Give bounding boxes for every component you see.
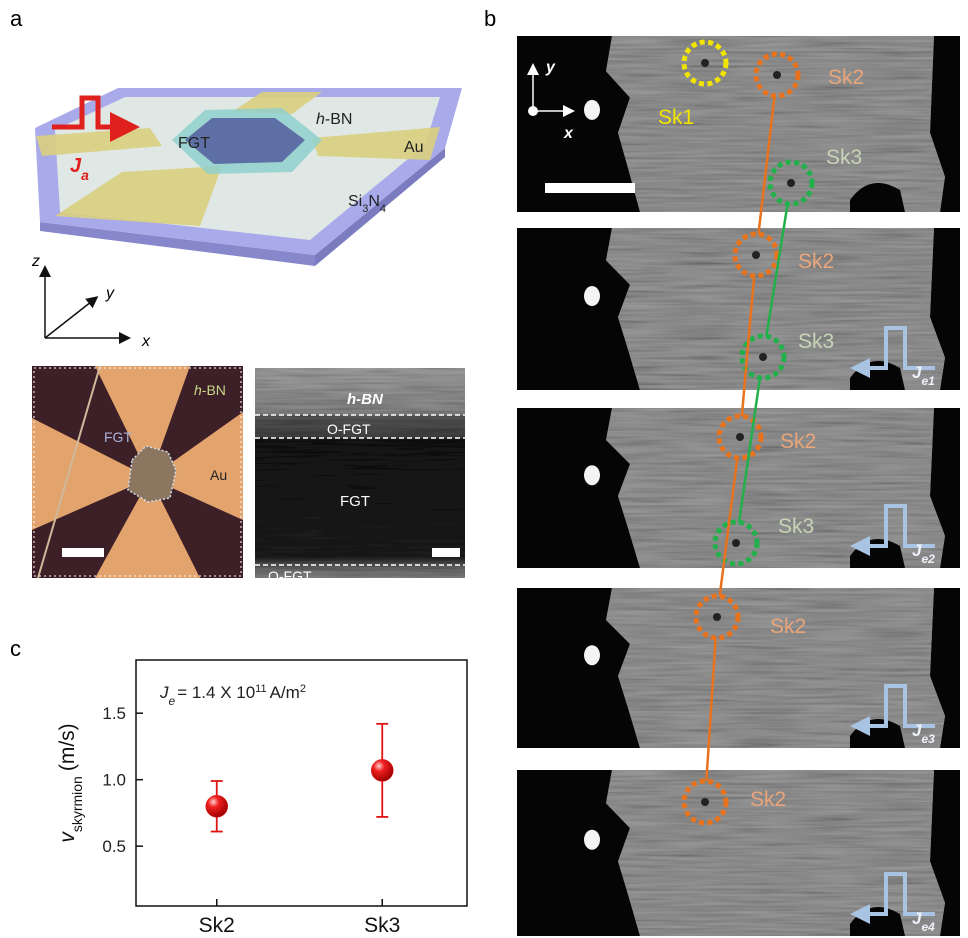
panel-label: c — [10, 636, 21, 661]
skyrmion-label: Sk2 — [750, 788, 786, 811]
axis-label: y — [545, 59, 556, 76]
skyrmion-core — [773, 71, 781, 79]
skyrmion-label: Sk3 — [798, 330, 834, 353]
optical-image: h-BN FGT Au — [32, 366, 243, 578]
skyrmion-core — [787, 179, 795, 187]
x-tick-label: Sk3 — [364, 914, 400, 937]
electrode-label: Au — [210, 467, 227, 483]
skyrmion-core — [732, 539, 740, 547]
skyrmion-core — [759, 353, 767, 361]
pulse-subscript: e4 — [921, 920, 935, 934]
defect — [584, 465, 600, 485]
skyrmion-label: Sk1 — [658, 106, 694, 129]
panel-label: a — [10, 6, 23, 31]
axis-label: y — [105, 285, 115, 302]
skyrmion-label: Sk2 — [798, 250, 834, 273]
cross-section-image: h-BN O-FGT FGT O-FGT — [255, 368, 465, 584]
pulse-subscript: e2 — [921, 552, 935, 566]
y-tick-label: 1.0 — [102, 771, 126, 790]
panel-label: b — [484, 6, 496, 31]
kerr-frame: Sk1 Sk2 Sk3 y x — [517, 36, 960, 212]
defect — [584, 830, 600, 850]
kerr-images: Sk1Sk2Sk3yxSk2Sk3Je1Sk2Sk3Je2Sk2Je3Sk2Je… — [517, 36, 960, 936]
skyrmion-label: Sk2 — [780, 430, 816, 453]
skyrmion-core — [701, 798, 709, 806]
device-schematic: Ja FGT h-BN Au Si3N4 z y x — [31, 88, 462, 350]
layer-label: FGT — [340, 493, 370, 510]
pulse-subscript: e1 — [921, 374, 935, 388]
flake-label: FGT — [104, 429, 132, 445]
layer-label: O-FGT — [327, 421, 371, 437]
skyrmion-label: Sk2 — [828, 66, 864, 89]
defect — [584, 286, 600, 306]
layer-label: h-BN — [347, 391, 384, 408]
skyrmion-core — [752, 251, 760, 259]
y-tick-label: 1.5 — [102, 704, 126, 723]
skyrmion-label: Sk2 — [770, 615, 806, 638]
defect — [584, 100, 600, 120]
defect — [584, 645, 600, 665]
layer-label: O-FGT — [268, 568, 312, 584]
y-tick-label: 0.5 — [102, 837, 126, 856]
y-axis-label: vskyrmion(m/s) — [56, 723, 85, 842]
hbn-label: h-BN — [194, 382, 226, 398]
sample-region — [606, 36, 945, 212]
skyrmion-core — [713, 613, 721, 621]
axis-label: z — [31, 253, 40, 270]
skyrmion-core — [701, 59, 709, 67]
pulse-subscript: e3 — [921, 732, 935, 746]
skyrmion-label: Sk3 — [826, 146, 862, 169]
x-tick-label: Sk2 — [199, 914, 235, 937]
data-point — [371, 759, 393, 781]
figure: a b c Ja FGT h-BN Au Si3N4 z y x — [0, 0, 968, 938]
scale-bar — [545, 183, 635, 193]
electrode-label: Au — [404, 139, 424, 156]
axis-label: x — [563, 125, 574, 142]
flake-label: FGT — [178, 135, 210, 152]
axis-origin — [528, 106, 538, 116]
hbn-label: h-BN — [316, 111, 352, 128]
data-point — [206, 795, 228, 817]
skyrmion-core — [736, 433, 744, 441]
skyrmion-label: Sk3 — [778, 515, 814, 538]
axis-label: x — [141, 333, 151, 350]
